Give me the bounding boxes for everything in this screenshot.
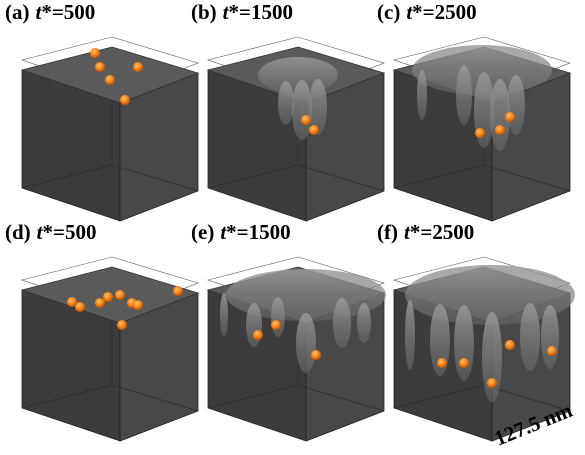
particle [115, 290, 125, 300]
panel-tag: (e) [191, 220, 214, 244]
melt-region [507, 75, 525, 135]
particle [271, 320, 281, 330]
particle [173, 286, 183, 296]
panel-label: (b)t*=1500 [191, 0, 293, 24]
particle [133, 300, 143, 310]
particle [90, 48, 100, 58]
panel: (a)t*=500 [5, 0, 198, 221]
melt-region [296, 313, 316, 373]
panel-time: *=500 [41, 0, 95, 24]
panel-label: (e)t*=1500 [191, 220, 291, 244]
melt-region [246, 303, 262, 347]
panel-tag: (a) [5, 0, 30, 24]
panel-tag: (c) [377, 0, 400, 24]
melt-region [482, 312, 502, 402]
panel-time: *=2500 [410, 220, 474, 244]
figure: (a)t*=500 (b)t*=1500 (c)t*=2500 (d)t*=500 (e… [0, 0, 585, 455]
particle [487, 378, 497, 388]
panel-tag: (b) [191, 0, 217, 24]
panel-time: *=1500 [226, 220, 290, 244]
panel-time: *=500 [43, 220, 97, 244]
panel-time: *=2500 [412, 0, 476, 24]
panel: (b)t*=1500 [191, 0, 384, 221]
panel: (e)t*=1500 [191, 220, 386, 441]
particle [495, 125, 505, 135]
melt-region [220, 293, 228, 337]
particle [95, 62, 105, 72]
particle [75, 302, 85, 312]
melt-region [520, 303, 540, 371]
panel-label: (c)t*=2500 [377, 0, 477, 24]
panel-time: *=1500 [229, 0, 293, 24]
panel-label: (f)t*=2500 [377, 220, 474, 244]
particle [505, 340, 515, 350]
particle [103, 292, 113, 302]
particle [301, 115, 311, 125]
panel: (c)t*=2500 [377, 0, 570, 221]
particle [547, 346, 557, 356]
melt-region [292, 80, 312, 140]
particle [311, 350, 321, 360]
melt-region [333, 298, 351, 348]
particle [253, 330, 263, 340]
melt-region [405, 300, 415, 370]
melt-region [541, 305, 559, 369]
melt-region [357, 303, 371, 343]
melt-region [271, 297, 285, 337]
panel-tag: (d) [5, 220, 31, 244]
melt-region [454, 305, 474, 381]
particle [105, 75, 115, 85]
melt-region [278, 81, 294, 125]
particle [309, 125, 319, 135]
panel: (d)t*=500 [5, 220, 198, 441]
panel-tag: (f) [377, 220, 398, 244]
particle [475, 128, 485, 138]
particle [459, 358, 469, 368]
particle [437, 358, 447, 368]
panel-label: (a)t*=500 [5, 0, 95, 24]
particle [120, 95, 130, 105]
particle [95, 298, 105, 308]
particle [133, 62, 143, 72]
particle [117, 320, 127, 330]
panel-label: (d)t*=500 [5, 220, 96, 244]
melt-region [417, 70, 427, 120]
particle [505, 112, 515, 122]
melt-region [456, 65, 472, 125]
